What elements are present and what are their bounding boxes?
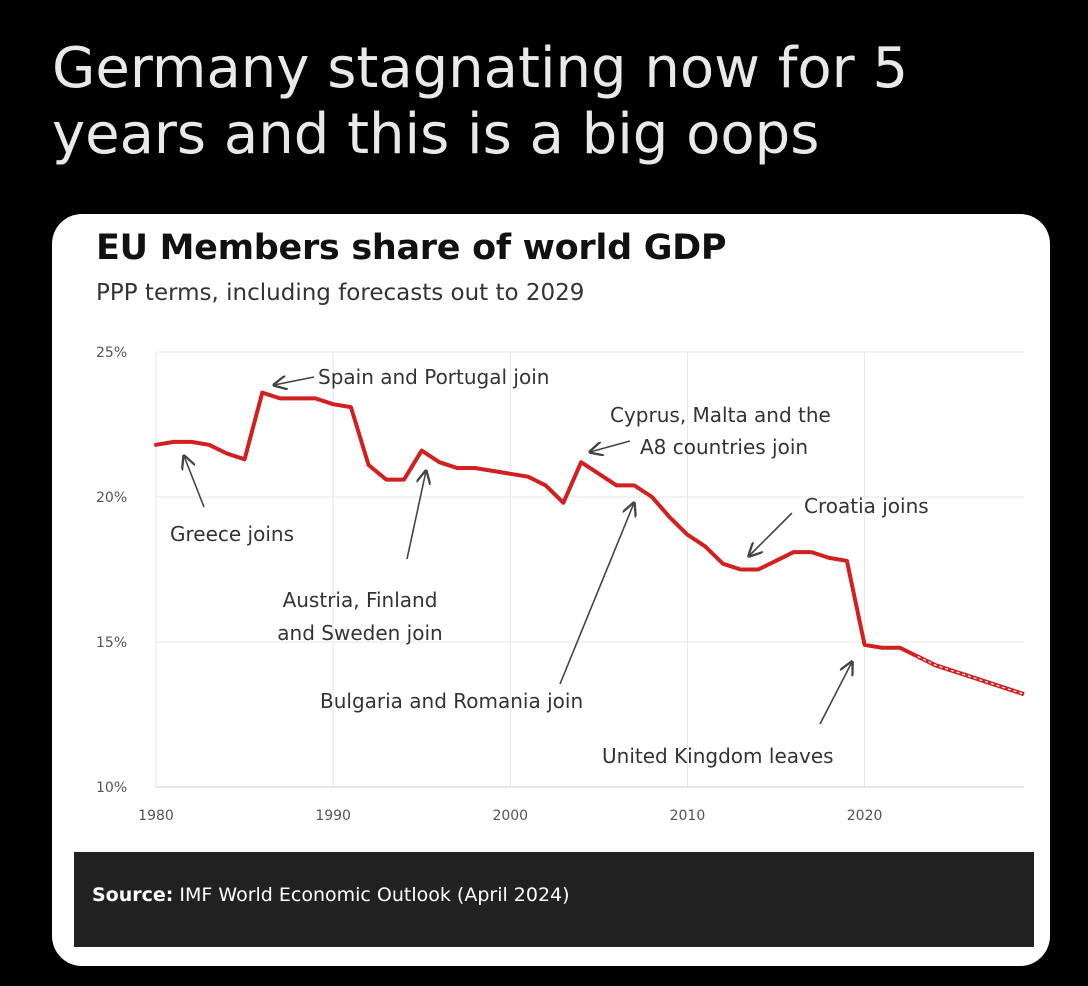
y-tick-label: 15% <box>96 635 127 651</box>
annotation-arrow <box>274 377 315 385</box>
y-tick-label: 25% <box>96 345 127 361</box>
annotation-label: Bulgaria and Romania join <box>320 689 583 713</box>
x-tick-label: 1980 <box>138 808 174 824</box>
annotation-label: United Kingdom leaves <box>602 744 834 768</box>
annotation-label: Croatia joins <box>804 494 929 518</box>
x-tick-label: 2010 <box>670 808 706 824</box>
annotation-arrow <box>559 503 634 685</box>
y-tick-label: 10% <box>96 780 127 796</box>
line-chart: 10% 15% 20% 25% 1980 1990 2000 2010 2020 Spain a… <box>96 345 1025 824</box>
source-label: Source: <box>92 884 174 906</box>
forecast-line-dash <box>917 655 1025 695</box>
annotation-label: Cyprus, Malta and the <box>610 403 831 427</box>
x-tick-label: 2020 <box>847 808 883 824</box>
post-text: Germany stagnating now for 5 years and t… <box>52 36 909 167</box>
source-bar: Source: IMF World Economic Outlook (Apri… <box>74 852 1034 947</box>
x-tick-label: 1990 <box>315 808 351 824</box>
annotation-arrow <box>819 662 852 725</box>
annotation-label: Spain and Portugal join <box>318 365 549 389</box>
annotation-label: A8 countries join <box>640 435 808 459</box>
annotation-label: Austria, Finland <box>283 588 438 612</box>
y-tick-label: 20% <box>96 490 127 506</box>
annotation-label: and Sweden join <box>277 621 442 645</box>
chart-title: EU Members share of world GDP <box>96 228 727 268</box>
x-tick-label: 2000 <box>492 808 528 824</box>
chart-subtitle: PPP terms, including forecasts out to 20… <box>96 280 585 306</box>
source-text: IMF World Economic Outlook (April 2024) <box>173 884 570 906</box>
series-line <box>154 390 920 659</box>
chart-card[interactable]: EU Members share of world GDP PPP terms,… <box>52 214 1050 966</box>
annotation-arrow <box>749 512 793 556</box>
annotation-arrow <box>406 471 426 560</box>
annotation-label: Greece joins <box>170 522 294 546</box>
annotation-arrow <box>590 440 631 452</box>
annotation-arrow <box>184 456 205 508</box>
